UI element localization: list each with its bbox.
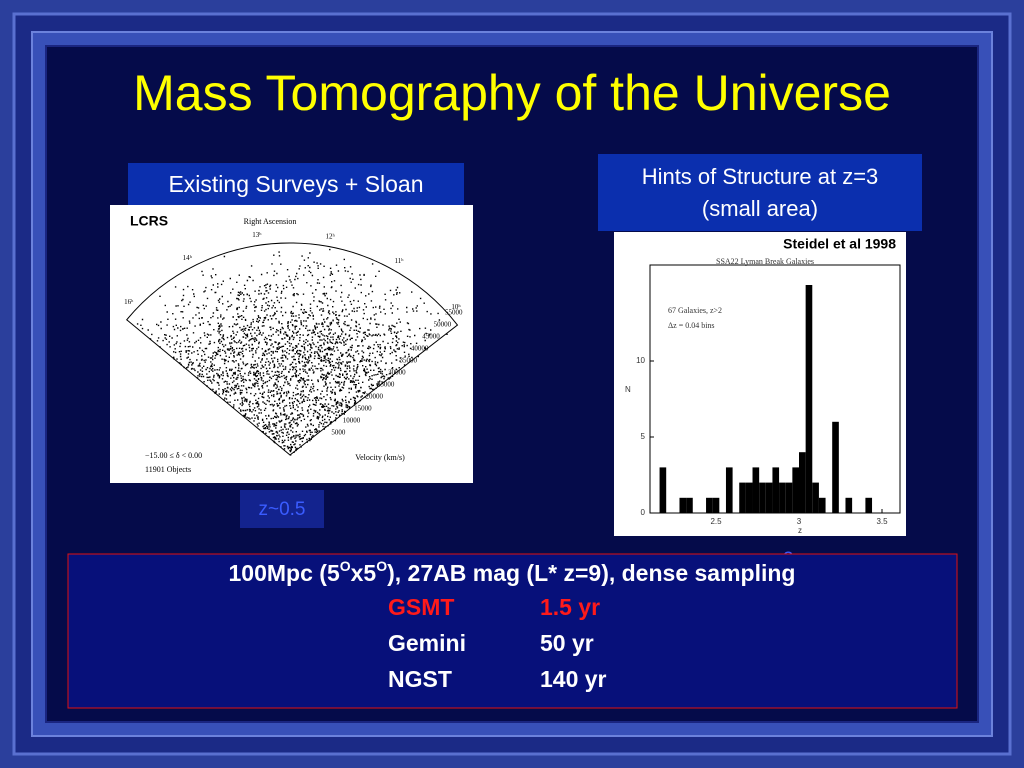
velocity-label: 45000 (422, 333, 440, 341)
summary-headline: 100Mpc (5Ox5O), 27AB mag (L* z=9), dense… (229, 558, 796, 586)
object-count: 11901 Objects (145, 465, 191, 474)
ra-label: 10ʰ (451, 303, 461, 311)
caption-box (240, 490, 324, 528)
ra-label: 11ʰ (394, 257, 404, 265)
label-box (598, 154, 922, 231)
histogram-bar (686, 497, 693, 513)
ra-label: 12ʰ (325, 232, 335, 240)
histogram-bar (845, 497, 853, 513)
histogram-bar (712, 497, 720, 513)
histogram-bar (799, 452, 806, 513)
x-tick-label: 2.5 (710, 517, 722, 526)
velocity-label: 35000 (400, 357, 418, 365)
x-tick-label: 3.5 (876, 517, 888, 526)
histogram-bar (818, 497, 826, 513)
velocity-label: 30000 (388, 369, 406, 377)
galaxy-dots (136, 248, 448, 456)
text: x5 (351, 560, 377, 586)
velocity-label: 20000 (365, 393, 383, 401)
y-tick-label: 10 (636, 356, 645, 365)
x-axis-label: z (798, 526, 802, 535)
ra-label: 13ʰ (252, 231, 262, 239)
histogram-bar (745, 482, 753, 513)
histogram-bar (765, 482, 773, 513)
y-axis-label: N (625, 385, 631, 394)
text: ), 27AB mag (L* z=9), dense sampling (387, 560, 795, 586)
histogram-bar (785, 482, 793, 513)
axis-label: Right Ascension (244, 217, 297, 226)
panel-label: Hints of Structure at z=3 (642, 164, 879, 189)
velocity-label: 5000 (331, 429, 346, 437)
histogram-bar (659, 467, 667, 513)
y-tick-label: 5 (641, 432, 646, 441)
velocity-label: 10000 (343, 417, 361, 425)
histogram-bar (772, 467, 780, 513)
panel-label: Existing Surveys + Sloan (168, 171, 423, 197)
slide-title: Mass Tomography of the Universe (133, 65, 891, 121)
histogram-bar (706, 497, 713, 513)
histogram-bar (679, 497, 687, 513)
histogram-bar (752, 467, 760, 513)
y-tick-label: 0 (641, 508, 646, 517)
velocity-label: 50000 (434, 321, 452, 329)
velocity-label: 15000 (354, 405, 372, 413)
note: 67 Galaxies, z>2 (668, 306, 722, 315)
velocity-label: 40000 (411, 345, 429, 353)
histogram-bar (865, 497, 873, 513)
ra-label: 14ʰ (183, 254, 193, 262)
caption: z~0.5 (258, 499, 305, 520)
histogram-bar (805, 285, 813, 513)
credit: Steidel et al 1998 (783, 236, 896, 252)
dec-range: −15.00 ≤ δ < 0.00 (145, 451, 202, 460)
panel-label: (small area) (702, 196, 818, 221)
duration: 1.5 yr (540, 594, 600, 620)
histogram-bar (812, 482, 819, 513)
plot-title: SSA22 Lyman Break Galaxies (716, 257, 814, 266)
sup: O (340, 558, 351, 574)
duration: 50 yr (540, 630, 594, 656)
summary-table: GSMT 1.5 yr Gemini 50 yr NGST 140 yr (388, 594, 607, 692)
wedge-outline (126, 242, 459, 456)
histogram-bar (739, 482, 746, 513)
duration: 140 yr (540, 666, 607, 692)
histogram-bar (792, 467, 799, 513)
histogram-bar (725, 467, 733, 513)
summary-box (67, 553, 958, 709)
telescope: Gemini (388, 630, 466, 656)
ra-label: 16ʰ (124, 298, 134, 306)
axis-label: Velocity (km/s) (355, 453, 405, 462)
telescope: NGST (388, 666, 452, 692)
histogram-bar (832, 421, 839, 513)
histogram: 2.5 3 3.5 0 5 10 (636, 285, 888, 526)
velocity-label: 55000 (445, 309, 463, 317)
telescope: GSMT (388, 594, 454, 620)
label-box (128, 163, 464, 206)
x-tick-label: 3 (797, 517, 802, 526)
histogram-bar (759, 482, 766, 513)
sup: O (376, 558, 387, 574)
survey-name: LCRS (130, 213, 168, 229)
histogram-bar (779, 482, 786, 513)
velocity-label: 25000 (377, 381, 395, 389)
text: 100Mpc (5 (229, 560, 340, 586)
note: Δz = 0.04 bins (668, 321, 715, 330)
